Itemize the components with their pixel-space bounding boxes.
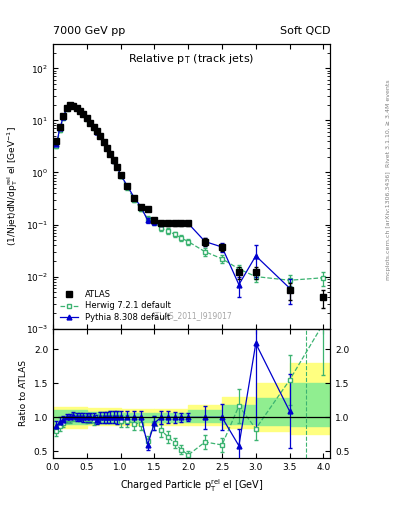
Legend: ATLAS, Herwig 7.2.1 default, Pythia 8.308 default: ATLAS, Herwig 7.2.1 default, Pythia 8.30… — [57, 287, 173, 325]
Text: Soft QCD: Soft QCD — [280, 26, 330, 36]
Text: mcplots.cern.ch [arXiv:1306.3436]: mcplots.cern.ch [arXiv:1306.3436] — [386, 171, 391, 280]
Text: Rivet 3.1.10, ≥ 3.4M events: Rivet 3.1.10, ≥ 3.4M events — [386, 79, 391, 167]
Y-axis label: Ratio to ATLAS: Ratio to ATLAS — [19, 360, 28, 426]
Text: ATLAS_2011_I919017: ATLAS_2011_I919017 — [151, 311, 233, 320]
Text: Relative p$_{\rm T}$ (track jets): Relative p$_{\rm T}$ (track jets) — [129, 52, 255, 66]
Y-axis label: (1/Njet)dN/dp$_{\rm T}^{\rm rel}$ el [GeV$^{-1}$]: (1/Njet)dN/dp$_{\rm T}^{\rm rel}$ el [Ge… — [6, 126, 20, 246]
X-axis label: Charged Particle p$_{\rm T}^{\rm rel}$ el [GeV]: Charged Particle p$_{\rm T}^{\rm rel}$ e… — [120, 478, 263, 495]
Text: 7000 GeV pp: 7000 GeV pp — [53, 26, 125, 36]
